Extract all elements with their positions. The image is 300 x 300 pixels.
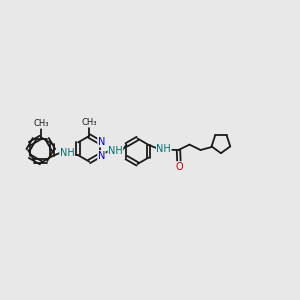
Text: NH: NH [108,146,123,156]
Text: NH: NH [156,144,171,154]
Text: N: N [98,151,105,160]
Text: CH₃: CH₃ [33,119,49,128]
Text: N: N [98,137,105,147]
Text: O: O [176,162,183,172]
Text: NH: NH [60,148,74,158]
Text: CH₃: CH₃ [81,118,97,127]
